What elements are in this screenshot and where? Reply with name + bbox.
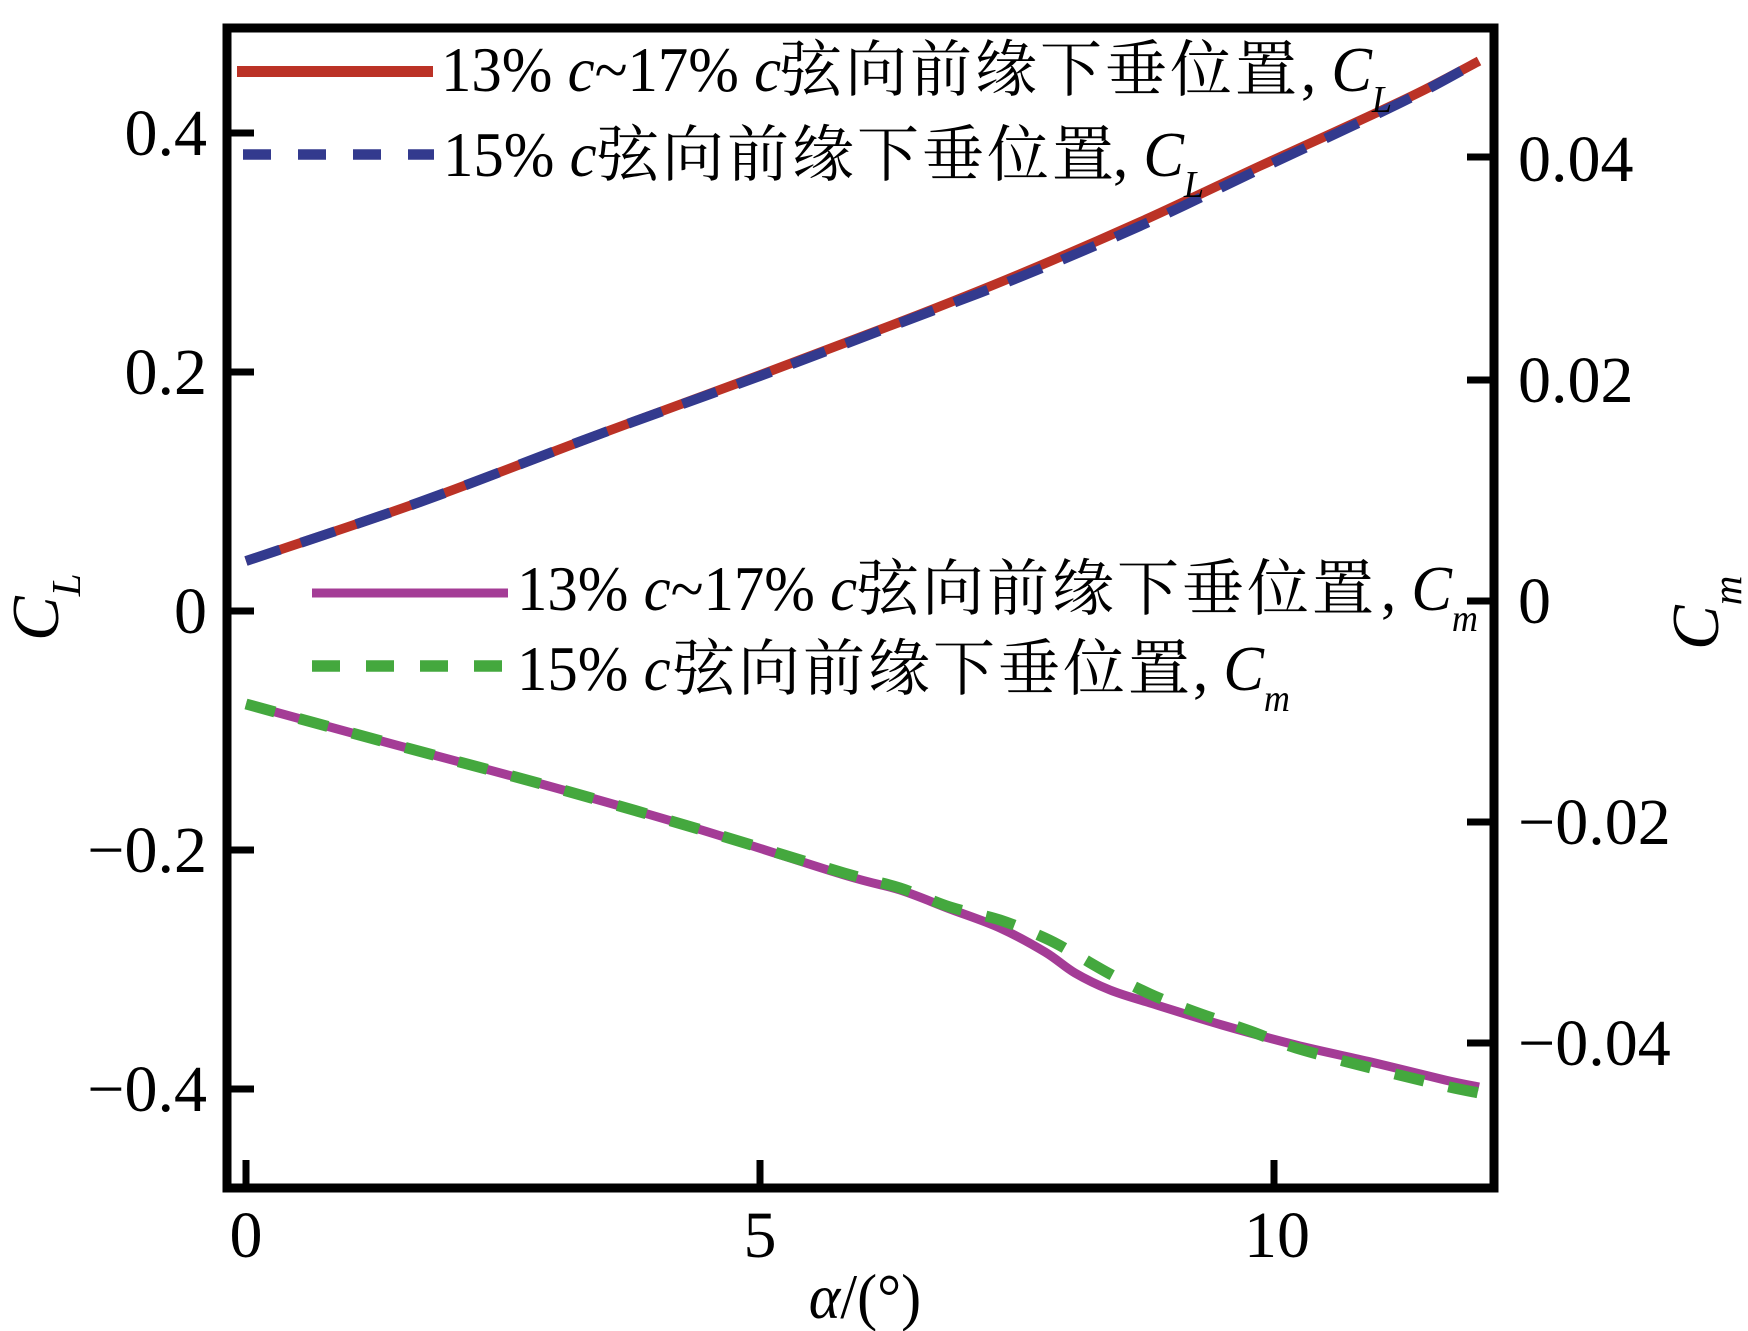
svg-text:0: 0 [230,1199,263,1272]
svg-text:15% c: 15% c [517,633,671,705]
svg-text:13% c~17% c: 13% c~17% c [517,553,857,625]
svg-text:0.2: 0.2 [125,336,208,409]
svg-text:15% c: 15% c [443,119,597,191]
svg-text:−0.4: −0.4 [87,1053,207,1126]
svg-text:13% c~17% c: 13% c~17% c [441,34,781,106]
svg-text:10: 10 [1244,1199,1310,1272]
svg-text:5: 5 [744,1199,777,1272]
svg-text:0.04: 0.04 [1518,123,1634,196]
svg-text:−0.04: −0.04 [1518,1007,1671,1080]
svg-text:0: 0 [174,575,207,648]
svg-text:0.4: 0.4 [125,97,208,170]
svg-text:−0.2: −0.2 [87,814,207,887]
svg-text:0.02: 0.02 [1518,344,1634,417]
svg-text:α/(°): α/(°) [809,1262,921,1331]
svg-text:0: 0 [1518,565,1551,638]
svg-text:−0.02: −0.02 [1518,786,1671,859]
